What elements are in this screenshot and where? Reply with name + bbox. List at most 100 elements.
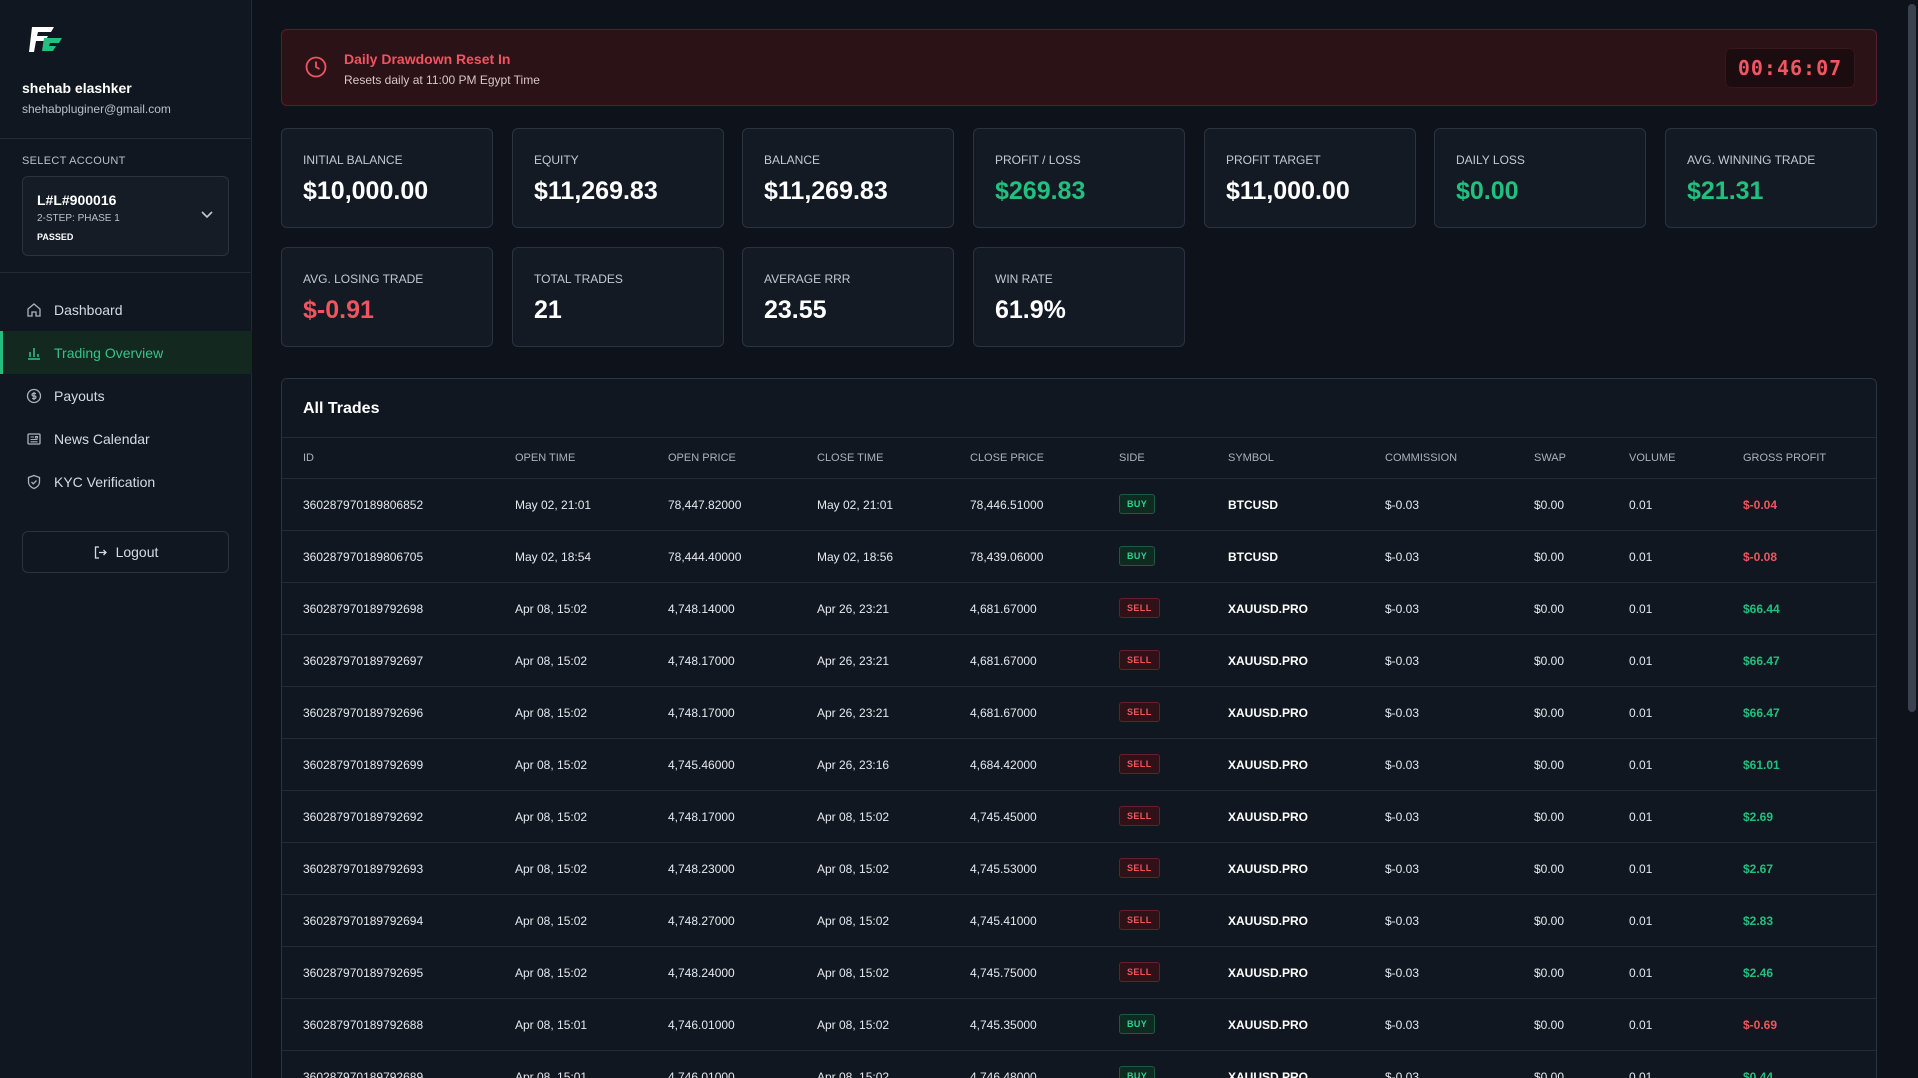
open-time: Apr 08, 15:02 [515,966,588,980]
gross-profit: $-0.69 [1743,1018,1778,1032]
column-header-close-price[interactable]: CLOSE PRICE [970,452,1044,464]
close-price: 4,745.45000 [970,810,1037,824]
column-header-open-time[interactable]: OPEN TIME [515,452,576,464]
gross-profit: $-0.08 [1743,550,1778,564]
close-time: Apr 08, 15:02 [817,862,890,876]
open-time: Apr 08, 15:01 [515,1018,588,1032]
close-price: 4,745.35000 [970,1018,1037,1032]
column-header-open-price[interactable]: OPEN PRICE [668,452,736,464]
close-time: Apr 26, 23:21 [817,602,890,616]
table-row[interactable]: 360287970189792699 Apr 08, 15:02 4,745.460… [282,739,1876,791]
column-header-gross-profit[interactable]: GROSS PROFIT [1743,452,1827,464]
stat-label: EQUITY [534,153,579,167]
close-time: Apr 26, 23:21 [817,654,890,668]
column-header-symbol[interactable]: SYMBOL [1228,452,1274,464]
account-selector[interactable]: L#L#900016 2-STEP: PHASE 1 PASSED [22,176,229,256]
scrollbar-thumb[interactable] [1908,4,1916,712]
volume: 0.01 [1629,914,1653,928]
close-price: 4,681.67000 [970,706,1037,720]
column-header-volume[interactable]: VOLUME [1629,452,1676,464]
table-row[interactable]: 360287970189792698 Apr 08, 15:02 4,748.140… [282,583,1876,635]
divider [0,138,252,139]
trade-id: 360287970189806705 [303,550,424,564]
side-badge: BUY [1119,1014,1156,1034]
bar-chart-icon [26,345,42,361]
swap: $0.00 [1534,654,1565,668]
account-phase: 2-STEP: PHASE 1 [37,213,120,224]
sidebar-item-trading-overview[interactable]: Trading Overview [0,331,252,374]
symbol: XAUUSD.PRO [1228,862,1309,876]
column-header-swap[interactable]: SWAP [1534,452,1566,464]
stat-card-daily-loss: DAILY LOSS $0.00 [1434,128,1646,228]
logout-icon [93,545,108,560]
gross-profit: $0.44 [1743,1070,1774,1078]
swap: $0.00 [1534,602,1565,616]
column-header-commission[interactable]: COMMISSION [1385,452,1458,464]
commission: $-0.03 [1385,810,1420,824]
table-row[interactable]: 360287970189792696 Apr 08, 15:02 4,748.170… [282,687,1876,739]
commission: $-0.03 [1385,914,1420,928]
table-row[interactable]: 360287970189792693 Apr 08, 15:02 4,748.230… [282,843,1876,895]
side-badge: SELL [1119,650,1160,670]
sidebar-nav: Dashboard Trading Overview Payouts News … [0,288,252,503]
trade-id: 360287970189792688 [303,1018,424,1032]
close-time: Apr 08, 15:02 [817,810,890,824]
side-badge: BUY [1119,546,1156,566]
close-price: 78,439.06000 [970,550,1044,564]
banner-title: Daily Drawdown Reset In [344,51,511,67]
column-header-close-time[interactable]: CLOSE TIME [817,452,884,464]
open-time: Apr 08, 15:02 [515,654,588,668]
open-time: Apr 08, 15:02 [515,914,588,928]
volume: 0.01 [1629,602,1653,616]
table-row[interactable]: 360287970189806852 May 02, 21:01 78,447.82… [282,479,1876,531]
open-price: 4,748.24000 [668,966,735,980]
table-row[interactable]: 360287970189792689 Apr 08, 15:01 4,746.010… [282,1051,1876,1078]
stat-card-profit-loss: PROFIT / LOSS $269.83 [973,128,1185,228]
stat-card-profit-target: PROFIT TARGET $11,000.00 [1204,128,1416,228]
commission: $-0.03 [1385,1070,1420,1078]
sidebar-item-news-calendar[interactable]: News Calendar [0,417,252,460]
swap: $0.00 [1534,1018,1565,1032]
open-price: 4,748.17000 [668,810,735,824]
stat-value: $0.00 [1456,177,1519,205]
stat-value: $11,269.83 [534,177,658,205]
select-account-label: SELECT ACCOUNT [22,155,126,167]
logout-button[interactable]: Logout [22,531,229,573]
column-header-side[interactable]: SIDE [1119,452,1145,464]
stat-card-average-rrr: AVERAGE RRR 23.55 [742,247,954,347]
side-badge: SELL [1119,858,1160,878]
trade-id: 360287970189792696 [303,706,424,720]
column-header-id[interactable]: ID [303,452,314,464]
page-scrollbar[interactable] [1906,0,1918,1078]
swap: $0.00 [1534,550,1565,564]
account-status: PASSED [37,232,74,242]
sidebar-item-label: KYC Verification [54,473,156,490]
table-row[interactable]: 360287970189792697 Apr 08, 15:02 4,748.170… [282,635,1876,687]
sidebar-item-dashboard[interactable]: Dashboard [0,288,252,331]
close-time: Apr 26, 23:16 [817,758,890,772]
clock-icon [304,55,328,79]
table-row[interactable]: 360287970189792695 Apr 08, 15:02 4,748.240… [282,947,1876,999]
trade-id: 360287970189792698 [303,602,424,616]
volume: 0.01 [1629,654,1653,668]
side-badge: SELL [1119,702,1160,722]
open-price: 4,746.01000 [668,1018,735,1032]
commission: $-0.03 [1385,706,1420,720]
table-row[interactable]: 360287970189792692 Apr 08, 15:02 4,748.170… [282,791,1876,843]
gross-profit: $-0.04 [1743,498,1778,512]
drawdown-reset-banner: Daily Drawdown Reset In Resets daily at … [281,29,1877,106]
swap: $0.00 [1534,966,1565,980]
open-price: 4,748.23000 [668,862,735,876]
symbol: XAUUSD.PRO [1228,706,1309,720]
sidebar-item-payouts[interactable]: Payouts [0,374,252,417]
open-price: 78,444.40000 [668,550,742,564]
divider [0,272,252,273]
table-row[interactable]: 360287970189792688 Apr 08, 15:01 4,746.010… [282,999,1876,1051]
sidebar-item-kyc-verification[interactable]: KYC Verification [0,460,252,503]
stat-label: AVG. WINNING TRADE [1687,153,1816,167]
close-price: 4,745.53000 [970,862,1037,876]
stat-card-win-rate: WIN RATE 61.9% [973,247,1185,347]
table-row[interactable]: 360287970189806705 May 02, 18:54 78,444.40… [282,531,1876,583]
brand-logo[interactable] [28,24,64,56]
table-row[interactable]: 360287970189792694 Apr 08, 15:02 4,748.270… [282,895,1876,947]
